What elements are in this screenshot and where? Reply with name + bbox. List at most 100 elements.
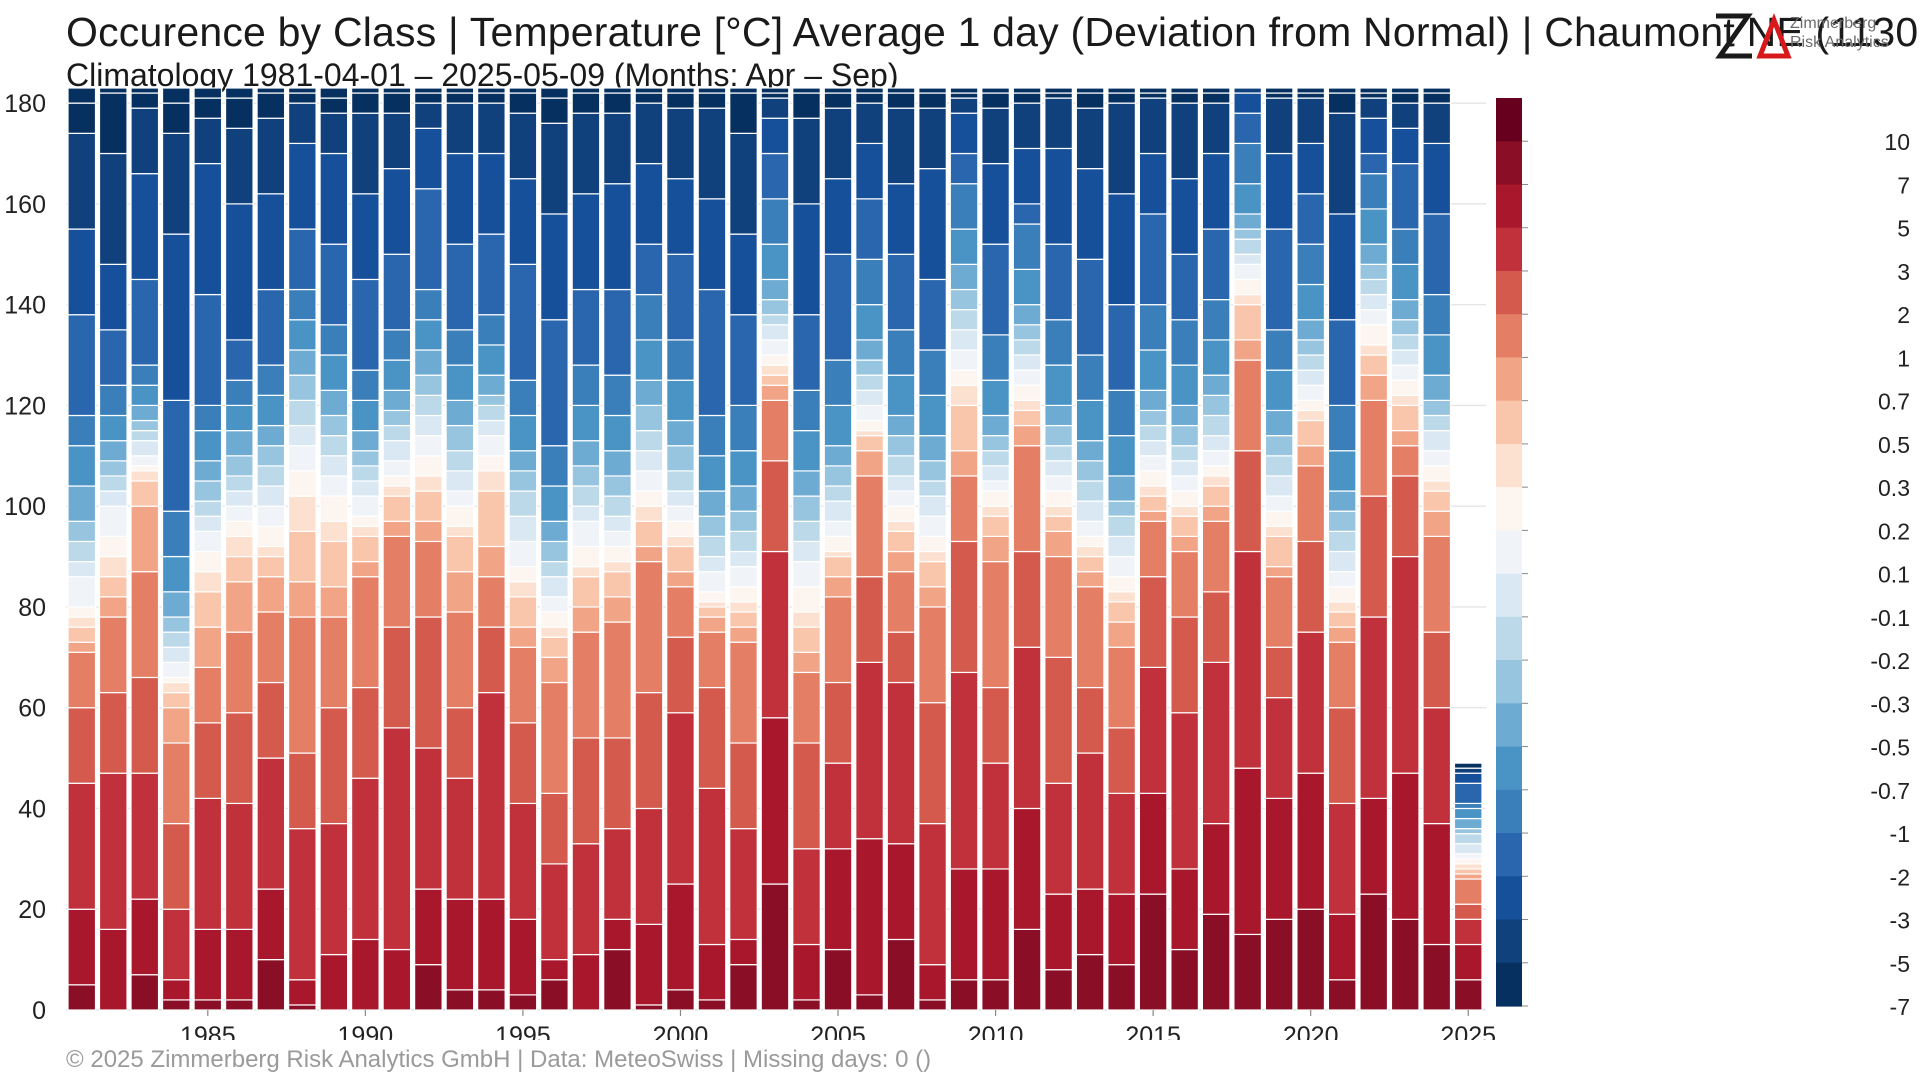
bar-segment-2013-class-5 — [1075, 571, 1105, 588]
bar-segment-1982-class-7 — [98, 555, 128, 578]
bar-segment-2015-class-12 — [1138, 409, 1168, 427]
bar-segment-1997-class-9 — [571, 520, 601, 548]
bar-segment-2014-class-0 — [1107, 964, 1136, 1011]
bar-segment-1983-class-17 — [130, 173, 160, 281]
bar-segment-1981-class-2 — [67, 782, 97, 910]
bar-segment-1985-class-2 — [193, 797, 223, 930]
bar-segment-2012-class-5 — [1044, 530, 1073, 558]
y-axis: 0 20 40 60 80 100 120 140 160 180 — [4, 90, 46, 1025]
bar-2018 — [1233, 87, 1263, 1011]
bar-segment-2024-class-13 — [1422, 374, 1452, 401]
stacked-bar-chart: 0 20 40 60 80 100 120 140 160 180 1985 1990 1995 200… — [4, 87, 1910, 1040]
y-tick-label: 0 — [32, 997, 46, 1025]
bar-segment-1992-class-17 — [414, 127, 443, 190]
bar-segment-1984-class-19 — [161, 102, 191, 134]
bar-segment-1997-class-4 — [571, 631, 601, 739]
bar-segment-1983-class-0 — [130, 974, 160, 1011]
bar-segment-2016-class-11 — [1170, 445, 1200, 462]
bar-segment-1986-class-10 — [224, 490, 254, 507]
bar-segment-2017-class-2 — [1201, 661, 1231, 825]
bar-segment-2006-class-5 — [855, 450, 884, 477]
bar-segment-2021-class-19 — [1327, 92, 1357, 114]
bar-segment-2012-class-6 — [1044, 515, 1073, 532]
bar-segment-1991-class-1 — [382, 948, 412, 1011]
bar-segment-1997-class-1 — [571, 953, 601, 1011]
logo-line-2: Risk Analytics — [1790, 34, 1889, 51]
bar-segment-1989-class-11 — [319, 435, 349, 457]
bar-segment-2021-class-20 — [1327, 87, 1357, 94]
bar-segment-1992-class-11 — [414, 394, 443, 417]
bar-segment-1985-class-18 — [193, 117, 223, 165]
bar-segment-1992-class-7 — [414, 475, 443, 492]
bar-segment-2011-class-6 — [1012, 409, 1042, 427]
bar-segment-2007-class-7 — [886, 520, 916, 532]
bar-segment-1995-class-8 — [508, 566, 538, 583]
bar-segment-2014-class-17 — [1107, 193, 1136, 306]
colorbar-label: -0.5 — [1870, 735, 1910, 761]
bar-segment-1987-class-16 — [256, 288, 286, 366]
bar-segment-1995-class-11 — [508, 490, 538, 517]
bar-segment-2005-class-8 — [823, 535, 853, 553]
bar-segment-2019-class-5 — [1264, 566, 1294, 578]
bar-segment-2022-class-13 — [1359, 243, 1389, 265]
bar-segment-1993-class-4 — [445, 611, 475, 709]
bar-segment-1989-class-14 — [319, 354, 349, 391]
bar-segment-2008-class-17 — [918, 168, 947, 281]
bar-segment-2025-class-14 — [1453, 807, 1483, 820]
bar-segment-1985-class-5 — [193, 626, 223, 669]
bar-segment-1987-class-8 — [256, 525, 286, 548]
bar-segment-1986-class-14 — [224, 404, 254, 432]
bar-segment-2006-class-14 — [855, 304, 884, 341]
bar-segment-2016-class-2 — [1170, 712, 1200, 870]
bar-segment-2001-class-14 — [697, 455, 727, 492]
bar-segment-2000-class-18 — [666, 107, 695, 180]
bar-segment-2024-class-2 — [1422, 707, 1452, 825]
bar-segment-1993-class-17 — [445, 152, 475, 245]
bar-segment-2022-class-12 — [1359, 263, 1389, 281]
bar-segment-2016-class-14 — [1170, 364, 1200, 407]
bar-segment-1998-class-19 — [603, 92, 632, 114]
bar-segment-1987-class-2 — [256, 757, 286, 890]
bar-segment-2015-class-13 — [1138, 389, 1168, 412]
bar-segment-1981-class-10 — [67, 560, 97, 578]
bar-segment-1991-class-5 — [382, 520, 412, 537]
bar-segment-2004-class-19 — [792, 92, 821, 119]
bar-segment-2007-class-0 — [886, 938, 916, 1011]
bar-segment-2011-class-8 — [1012, 384, 1042, 401]
bar-segment-2016-class-18 — [1170, 102, 1200, 180]
bar-segment-1985-class-19 — [193, 97, 223, 119]
bar-segment-2024-class-14 — [1422, 334, 1452, 376]
bar-segment-1993-class-2 — [445, 777, 475, 900]
bar-segment-1988-class-3 — [287, 752, 317, 830]
bar-segment-1982-class-11 — [98, 475, 128, 492]
colorbar-label: -0.7 — [1870, 778, 1910, 804]
bar-segment-1990-class-9 — [351, 495, 380, 517]
bar-segment-2017-class-20 — [1201, 87, 1231, 94]
bar-segment-2003-class-10 — [760, 324, 790, 341]
bar-segment-2011-class-14 — [1012, 268, 1042, 306]
bar-segment-2000-class-2 — [666, 712, 695, 885]
bar-segment-2004-class-3 — [792, 742, 821, 850]
bar-segment-2005-class-20 — [823, 87, 853, 94]
bar-segment-2021-class-17 — [1327, 213, 1357, 321]
bar-segment-2017-class-19 — [1201, 92, 1231, 104]
bar-segment-1985-class-16 — [193, 293, 223, 407]
bar-segment-1994-class-4 — [477, 576, 506, 628]
bar-segment-1990-class-12 — [351, 450, 380, 467]
bar-2020 — [1296, 87, 1326, 1011]
bar-segment-2001-class-1 — [697, 943, 727, 1001]
bar-1981 — [67, 87, 97, 1011]
bar-segment-2005-class-17 — [823, 178, 853, 255]
bar-segment-2012-class-17 — [1044, 147, 1073, 245]
bar-segment-2019-class-15 — [1264, 329, 1294, 371]
bar-segment-2006-class-18 — [855, 102, 884, 145]
bar-segment-2002-class-14 — [729, 450, 758, 487]
bar-segment-1989-class-7 — [319, 520, 349, 543]
bar-segment-1995-class-17 — [508, 178, 538, 265]
bar-segment-2025-class-11 — [1453, 833, 1483, 845]
bar-segment-1993-class-3 — [445, 707, 475, 779]
bar-segment-2015-class-19 — [1138, 92, 1168, 99]
bar-segment-1996-class-8 — [540, 611, 569, 628]
bar-segment-2019-class-9 — [1264, 495, 1294, 512]
bar-segment-1996-class-2 — [540, 863, 569, 961]
